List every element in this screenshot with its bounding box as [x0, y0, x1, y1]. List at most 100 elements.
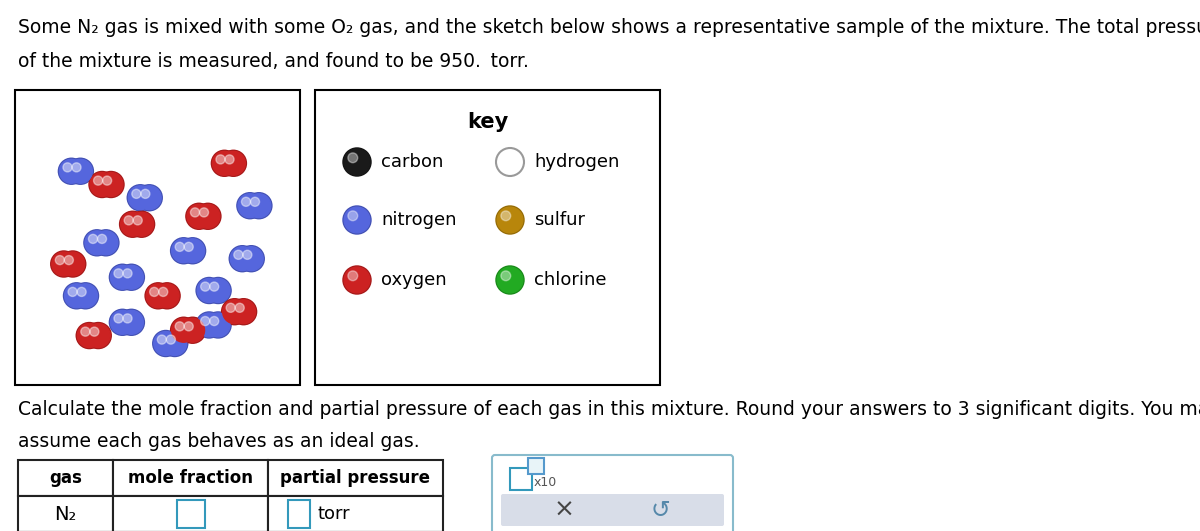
Circle shape [72, 163, 82, 172]
Circle shape [64, 283, 90, 309]
Circle shape [68, 287, 77, 296]
Circle shape [127, 185, 154, 211]
Circle shape [62, 163, 72, 172]
Circle shape [122, 269, 132, 278]
Circle shape [246, 193, 272, 219]
Circle shape [348, 271, 358, 281]
Circle shape [230, 247, 254, 271]
Circle shape [119, 309, 144, 335]
Circle shape [232, 299, 256, 324]
Circle shape [196, 278, 222, 304]
Circle shape [55, 255, 65, 264]
Circle shape [343, 206, 371, 234]
Circle shape [68, 159, 92, 183]
Circle shape [196, 312, 222, 338]
Circle shape [226, 303, 235, 312]
Circle shape [180, 317, 205, 343]
FancyBboxPatch shape [502, 494, 724, 526]
Circle shape [172, 318, 196, 342]
Circle shape [145, 283, 172, 309]
Circle shape [222, 299, 247, 324]
Circle shape [180, 317, 205, 343]
Circle shape [175, 322, 185, 331]
Circle shape [100, 173, 122, 196]
Circle shape [152, 330, 179, 356]
Circle shape [344, 267, 370, 293]
FancyBboxPatch shape [14, 90, 300, 385]
FancyBboxPatch shape [314, 90, 660, 385]
Circle shape [137, 185, 162, 211]
Circle shape [196, 278, 222, 304]
Circle shape [497, 267, 523, 293]
Circle shape [229, 246, 256, 272]
Circle shape [121, 212, 144, 236]
Circle shape [500, 271, 511, 281]
Circle shape [154, 283, 180, 309]
Circle shape [90, 173, 114, 196]
Circle shape [119, 264, 144, 290]
Circle shape [155, 284, 179, 308]
Circle shape [239, 247, 263, 271]
Circle shape [128, 211, 155, 237]
Circle shape [77, 322, 102, 348]
Circle shape [251, 197, 259, 207]
Circle shape [114, 269, 124, 278]
Circle shape [50, 251, 77, 277]
Circle shape [127, 185, 154, 211]
Text: mole fraction: mole fraction [128, 469, 253, 487]
Circle shape [137, 186, 161, 210]
Circle shape [146, 284, 170, 308]
Circle shape [223, 299, 246, 324]
Circle shape [197, 279, 221, 303]
Circle shape [86, 323, 110, 347]
Circle shape [162, 330, 187, 356]
Circle shape [247, 194, 271, 218]
Circle shape [67, 158, 94, 184]
Text: Some N₂ gas is mixed with some O₂ gas, and the sketch below shows a representati: Some N₂ gas is mixed with some O₂ gas, a… [18, 18, 1200, 37]
Circle shape [52, 252, 76, 276]
Circle shape [181, 318, 204, 342]
Circle shape [89, 172, 115, 198]
Circle shape [67, 158, 94, 184]
Text: ×: × [554, 498, 575, 522]
Circle shape [77, 323, 101, 347]
Circle shape [120, 211, 145, 237]
Circle shape [170, 317, 197, 343]
Circle shape [94, 231, 118, 255]
Circle shape [109, 309, 136, 335]
Circle shape [120, 211, 145, 237]
Circle shape [152, 330, 179, 356]
Circle shape [343, 148, 371, 176]
Circle shape [102, 176, 112, 185]
Circle shape [184, 322, 193, 331]
Circle shape [205, 312, 232, 338]
Circle shape [230, 299, 257, 324]
Circle shape [89, 172, 115, 198]
FancyBboxPatch shape [113, 496, 268, 531]
Circle shape [205, 278, 232, 304]
Text: torr: torr [318, 505, 350, 523]
Circle shape [206, 313, 230, 337]
Circle shape [496, 206, 524, 234]
Circle shape [200, 282, 210, 291]
Circle shape [343, 206, 371, 234]
Circle shape [194, 203, 221, 229]
Circle shape [497, 207, 523, 233]
Circle shape [210, 316, 218, 326]
Circle shape [186, 203, 212, 229]
Circle shape [205, 312, 232, 338]
Circle shape [73, 284, 97, 308]
Circle shape [92, 230, 119, 256]
Text: hydrogen: hydrogen [534, 153, 619, 171]
FancyBboxPatch shape [288, 500, 310, 528]
Circle shape [500, 211, 511, 221]
Circle shape [137, 185, 162, 211]
Circle shape [216, 155, 226, 164]
Circle shape [222, 151, 245, 175]
Circle shape [241, 197, 251, 207]
Circle shape [348, 211, 358, 221]
FancyBboxPatch shape [18, 496, 113, 531]
Circle shape [343, 266, 371, 294]
Circle shape [150, 287, 158, 296]
Circle shape [114, 314, 124, 323]
